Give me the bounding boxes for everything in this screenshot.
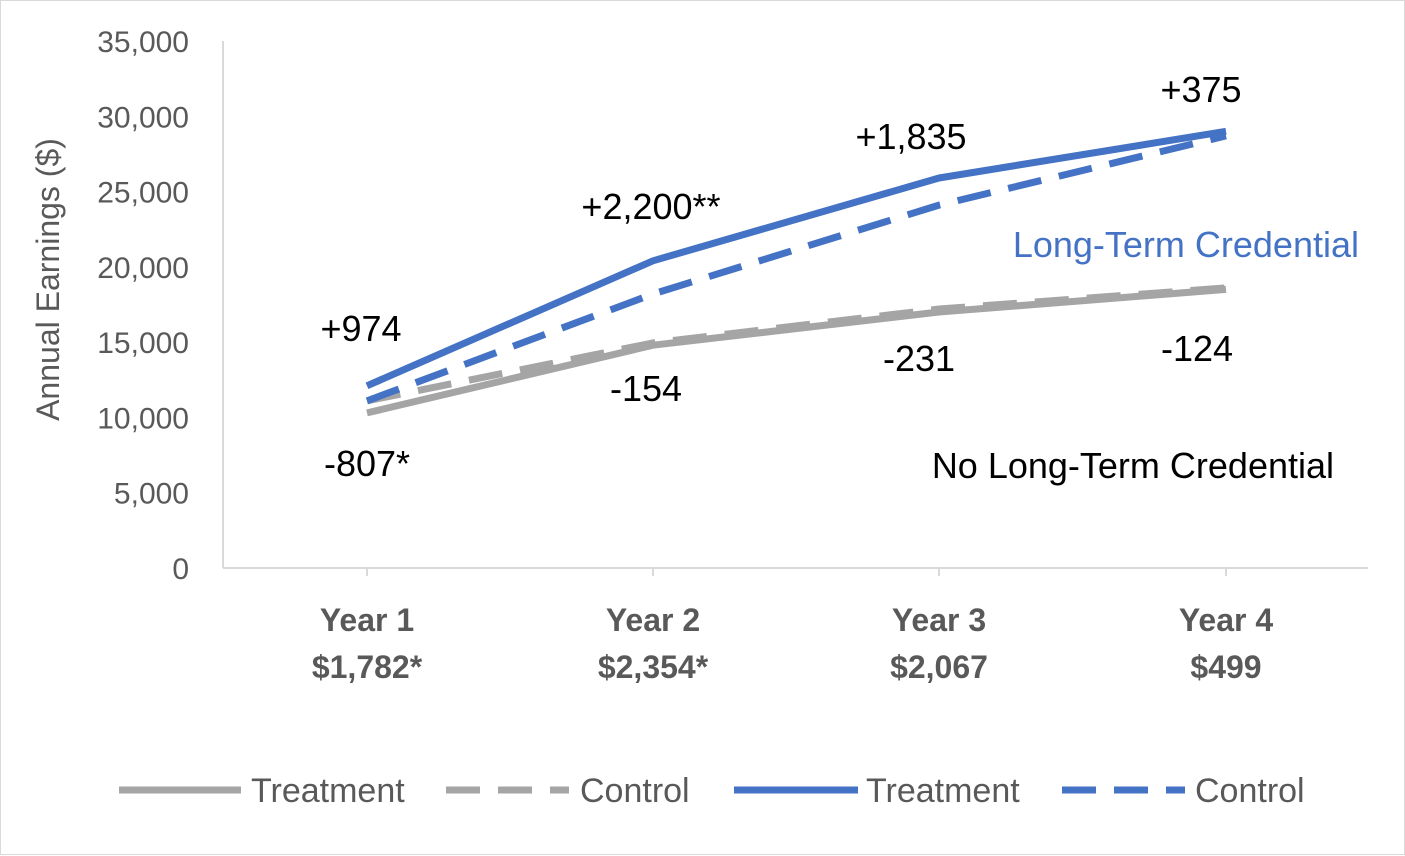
y-tick-label: 0 [172,553,189,586]
annotation-no-credential: -807* [324,443,410,484]
group-label-no-credential: No Long-Term Credential [932,445,1334,486]
series-line-credential-control [365,132,1227,405]
legend-label: Control [1195,772,1305,810]
annotation-credential: +974 [320,308,401,349]
series-lines [365,127,1227,417]
x-category-impact: $2,067 [890,649,988,685]
impact-annotations: +974 +2,200** +1,835 +375 -807* -154 -231 -124 [320,69,1241,484]
x-category-year: Year 3 [892,602,986,638]
legend-label: Control [580,772,690,810]
series-line-credential-treatment [365,127,1227,390]
y-tick-label: 5,000 [114,478,189,511]
annotation-no-credential: -124 [1161,328,1233,369]
annotation-credential: +2,200** [581,186,720,227]
y-tick-label: 25,000 [97,177,189,210]
legend-label: Treatment [866,772,1020,810]
y-axis-label: Annual Earnings ($) [30,138,66,421]
annotation-no-credential: -231 [883,338,955,379]
y-tick-label: 30,000 [97,101,189,134]
series-line-no_credential-control [366,284,1227,405]
y-ticks: 0 5,000 10,000 15,000 20,000 25,000 30,000 35,0… [97,26,189,586]
legend: Treatment Control Treatment Control [119,772,1305,810]
y-tick-label: 20,000 [97,252,189,285]
y-tick-label: 35,000 [97,26,189,59]
x-category-impact: $1,782* [312,649,423,685]
x-category-year: Year 2 [606,602,700,638]
y-tick-label: 10,000 [97,402,189,435]
annotation-no-credential: -154 [610,368,682,409]
x-category-year: Year 4 [1179,602,1274,638]
series-line-no_credential-treatment [366,285,1227,417]
y-tick-label: 15,000 [97,327,189,360]
x-category-impact: $499 [1190,649,1261,685]
x-category-year: Year 1 [320,602,414,638]
x-category-impact: $2,354* [598,649,709,685]
annotation-credential: +375 [1160,69,1241,110]
annotation-credential: +1,835 [855,116,966,157]
group-label-credential: Long-Term Credential [1013,224,1359,265]
axes [222,41,1368,576]
legend-label: Treatment [251,772,405,810]
x-categories: Year 1 $1,782* Year 2 $2,354* Year 3 $2,067 Ye… [312,602,1274,685]
